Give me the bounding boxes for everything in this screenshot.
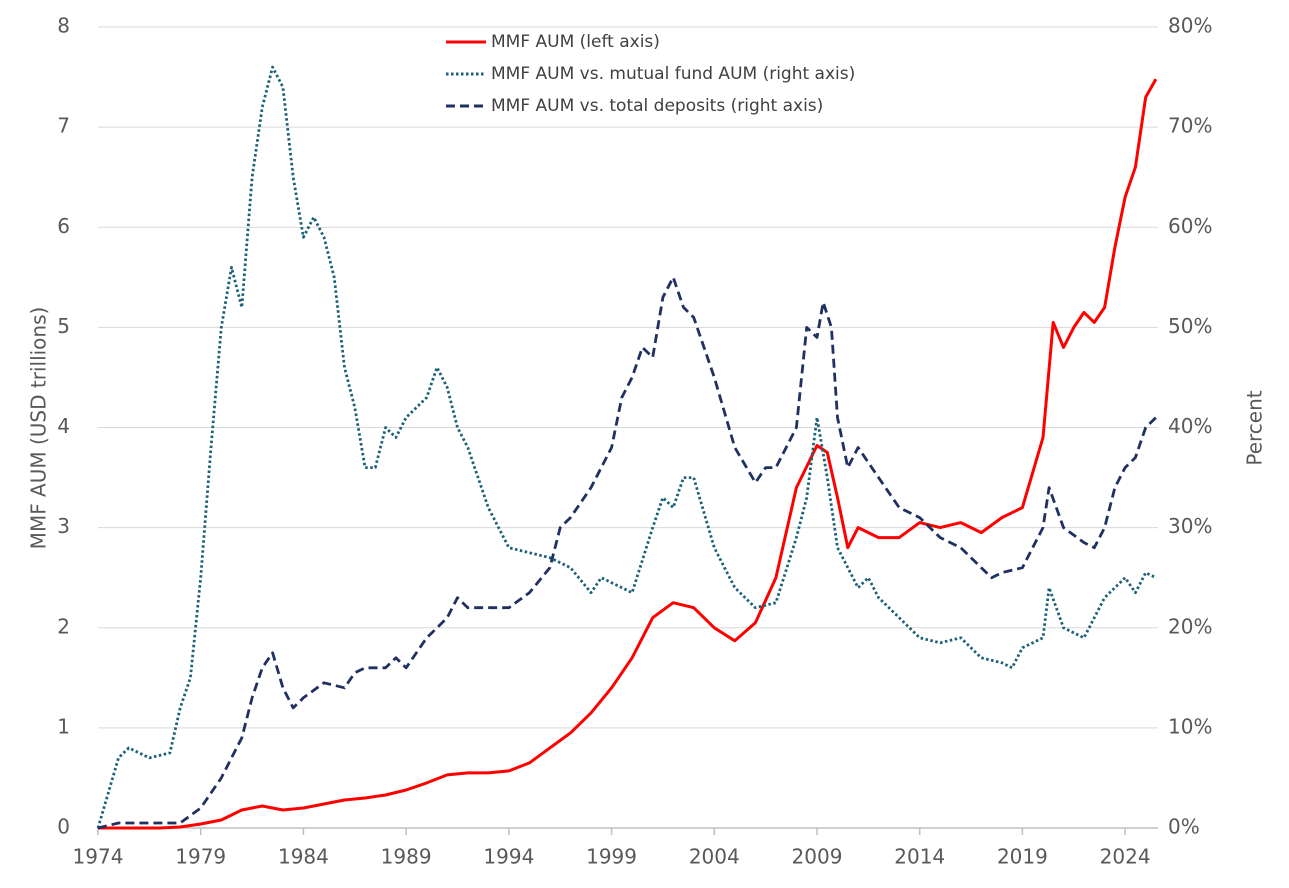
- y2-tick-label: 80%: [1168, 14, 1212, 38]
- x-tick-label: 1989: [381, 845, 432, 869]
- y-tick-label: 8: [57, 14, 70, 38]
- y2-tick-label: 0%: [1168, 815, 1200, 839]
- series-line: [98, 78, 1158, 830]
- x-tick-label: 1974: [73, 845, 124, 869]
- y-tick-label: 4: [57, 414, 70, 438]
- x-tick-label: 2009: [792, 845, 843, 869]
- legend-label: MMF AUM (left axis): [491, 32, 660, 52]
- x-tick-label: 2024: [1100, 845, 1151, 869]
- x-tick-label: 2014: [894, 845, 945, 869]
- series-line: [96, 65, 1157, 829]
- legend-label: MMF AUM vs. total deposits (right axis): [491, 96, 823, 116]
- y2-tick-label: 40%: [1168, 414, 1212, 438]
- y2-tick-label: 10%: [1168, 714, 1212, 738]
- y-tick-label: 6: [57, 214, 70, 238]
- y2-tick-label: 50%: [1168, 314, 1212, 338]
- y-tick-label: 1: [57, 714, 70, 738]
- x-tick-label: 2019: [997, 845, 1048, 869]
- y2-tick-label: 60%: [1168, 214, 1212, 238]
- y2-axis-title: Percent: [1243, 390, 1267, 465]
- y-tick-label: 5: [57, 314, 70, 338]
- series-line: [97, 275, 1157, 830]
- x-tick-label: 2004: [689, 845, 740, 869]
- x-tick-label: 1999: [586, 845, 637, 869]
- y-tick-label: 7: [57, 114, 70, 138]
- legend-label: MMF AUM vs. mutual fund AUM (right axis): [491, 64, 855, 84]
- y-tick-label: 2: [57, 614, 70, 638]
- x-tick-label: 1979: [175, 845, 226, 869]
- y-tick-label: 3: [57, 514, 70, 538]
- x-tick-label: 1984: [278, 845, 329, 869]
- x-tick-label: 1994: [483, 845, 534, 869]
- y-tick-label: 0: [57, 815, 70, 839]
- y2-tick-label: 70%: [1168, 114, 1212, 138]
- y2-tick-label: 30%: [1168, 514, 1212, 538]
- y2-tick-label: 20%: [1168, 614, 1212, 638]
- y-axis-title: MMF AUM (USD trillions): [27, 307, 51, 550]
